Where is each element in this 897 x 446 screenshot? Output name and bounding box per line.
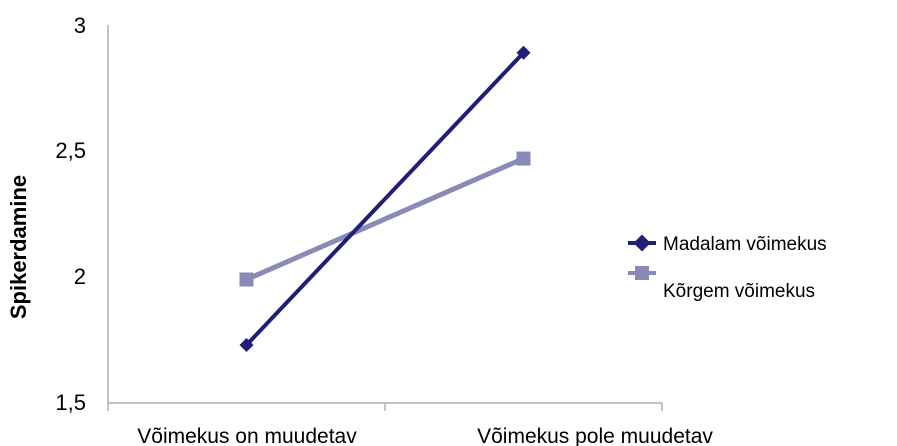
data-point-madalam xyxy=(516,45,531,60)
y-tick-label: 1,5 xyxy=(55,390,86,415)
series-line-madalam xyxy=(245,51,525,347)
y-axis-title: Spikerdamine xyxy=(6,175,31,319)
data-point-korgem xyxy=(516,151,531,166)
legend: Madalam võimekus Kõrgem võimekus xyxy=(628,234,827,302)
x-category-label: Võimekus pole muudetav xyxy=(477,425,713,446)
data-point-madalam xyxy=(239,338,254,353)
legend-label-madalam: Madalam võimekus xyxy=(663,234,827,255)
legend-marker-diamond xyxy=(633,234,651,252)
series-layer xyxy=(239,45,531,353)
data-point-korgem xyxy=(239,272,254,287)
y-tick-label: 2 xyxy=(74,264,86,289)
x-category-label: Võimekus on muudetav xyxy=(137,425,357,446)
legend-label-korgem: Kõrgem võimekus xyxy=(663,281,815,302)
y-tick-label: 2,5 xyxy=(55,138,86,163)
legend-marker-square xyxy=(635,266,649,280)
y-tick-label: 3 xyxy=(74,13,86,38)
series-line-korgem xyxy=(245,156,525,282)
